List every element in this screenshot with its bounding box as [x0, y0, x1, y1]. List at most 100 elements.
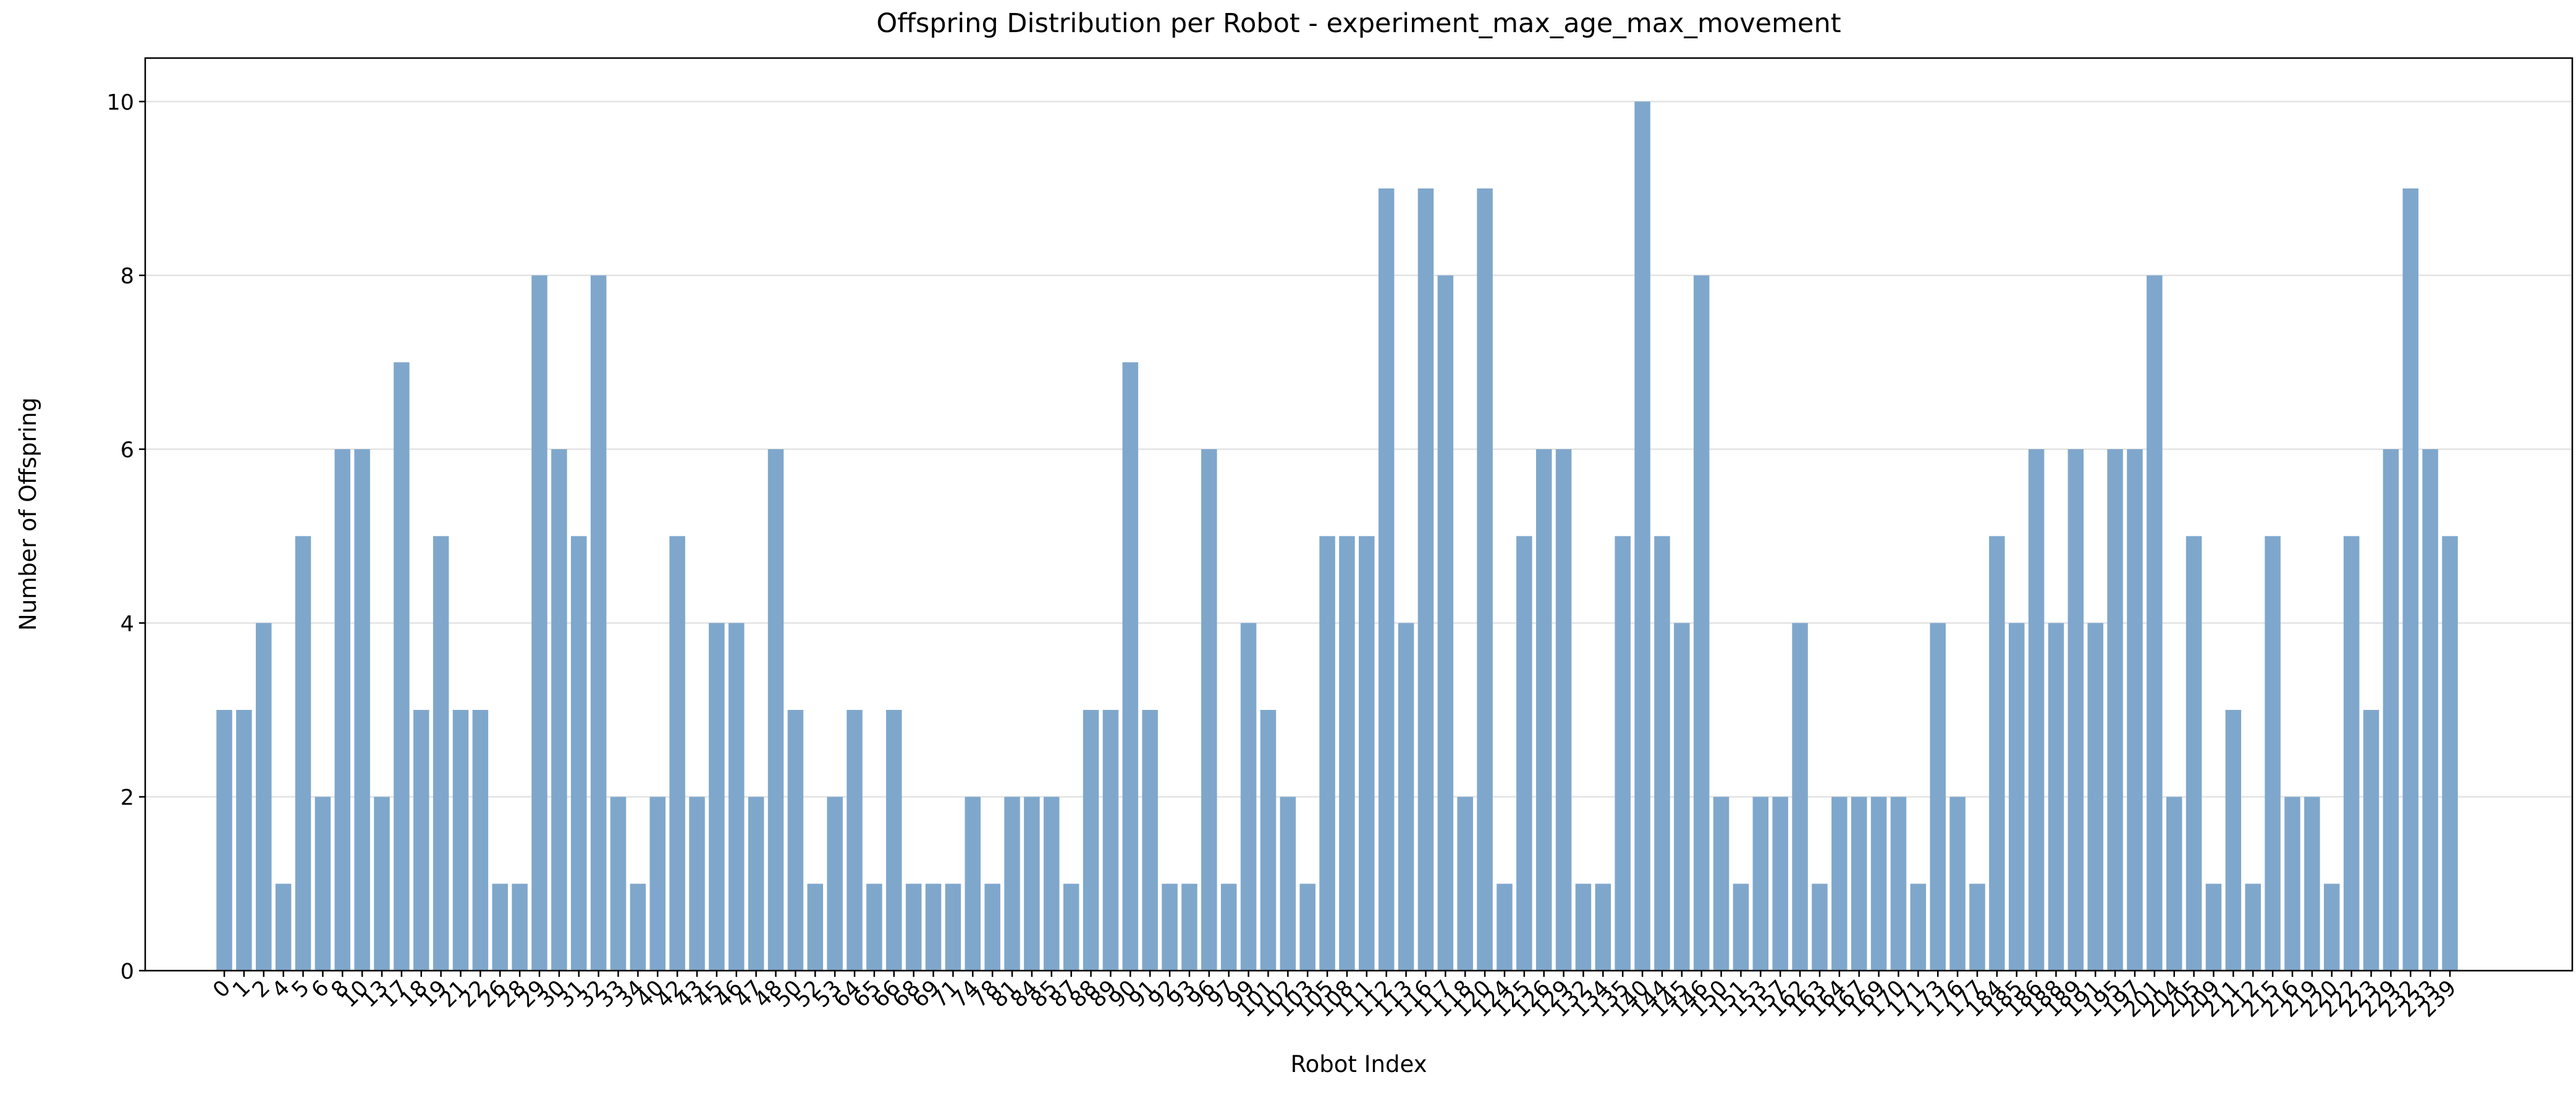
- bar: [866, 884, 882, 971]
- bar: [610, 796, 627, 971]
- bar: [413, 710, 429, 971]
- bar: [1535, 449, 1552, 971]
- bar: [1417, 188, 1434, 971]
- bar: [236, 710, 252, 971]
- bar: [1910, 884, 1927, 971]
- bar: [1004, 796, 1020, 971]
- bar: [1122, 362, 1139, 971]
- bar: [2087, 623, 2103, 971]
- bar: [433, 536, 449, 971]
- bar: [2383, 449, 2399, 971]
- bar: [1240, 623, 1257, 971]
- bar: [1319, 536, 1335, 971]
- bar: [1831, 796, 1848, 971]
- bar: [2442, 536, 2458, 971]
- bar: [2284, 796, 2300, 971]
- bar: [807, 884, 824, 971]
- bar: [1555, 449, 1572, 971]
- bar: [315, 796, 331, 971]
- y-tick-label: 10: [106, 90, 134, 115]
- bar: [1477, 188, 1493, 971]
- bar: [2185, 536, 2202, 971]
- bar: [2028, 449, 2045, 971]
- bar: [2343, 536, 2360, 971]
- bar: [1792, 623, 1808, 971]
- bar: [649, 796, 666, 971]
- y-tick-label: 0: [120, 960, 134, 984]
- bar: [1339, 536, 1355, 971]
- bar: [472, 710, 489, 971]
- bar: [1024, 796, 1040, 971]
- bar: [827, 796, 843, 971]
- bar: [1220, 884, 1237, 971]
- bar: [2323, 884, 2340, 971]
- bar: [492, 884, 509, 971]
- plot-frame: [144, 57, 2574, 972]
- bar: [847, 710, 863, 971]
- bar: [216, 710, 232, 971]
- bar: [1674, 623, 1690, 971]
- bar: [452, 710, 469, 971]
- bar: [2048, 623, 2064, 971]
- bar: [1398, 623, 1414, 971]
- bar: [689, 796, 705, 971]
- bar: [2127, 449, 2143, 971]
- bar: [984, 884, 1000, 971]
- bar: [2067, 449, 2084, 971]
- bar: [1693, 275, 1710, 971]
- bar: [1162, 884, 1178, 971]
- bar: [1280, 796, 1296, 971]
- bar: [531, 275, 547, 971]
- bar: [1772, 796, 1788, 971]
- bar: [1812, 884, 1828, 971]
- bar: [2304, 796, 2320, 971]
- bars: [216, 101, 2458, 971]
- bar: [2225, 710, 2242, 971]
- bar: [1713, 796, 1729, 971]
- bar: [1457, 796, 1473, 971]
- bar: [1378, 188, 1395, 971]
- bar: [2422, 449, 2438, 971]
- bar: [709, 623, 725, 971]
- bar: [1359, 536, 1375, 971]
- bar: [1615, 536, 1631, 971]
- y-tick-label: 4: [120, 612, 134, 636]
- bar: [394, 362, 410, 971]
- bar: [1733, 884, 1749, 971]
- bar: [1083, 710, 1099, 971]
- bar: [374, 796, 390, 971]
- grid: [145, 101, 2572, 972]
- bar: [1142, 710, 1158, 971]
- bar: [1851, 796, 1867, 971]
- bar: [275, 884, 292, 971]
- bar: [1201, 449, 1217, 971]
- bar: [886, 710, 902, 971]
- bar: [571, 536, 587, 971]
- bar: [1299, 884, 1315, 971]
- y-tick-label: 2: [120, 786, 134, 811]
- bar: [256, 623, 272, 971]
- bar: [2245, 884, 2261, 971]
- bar: [1969, 884, 1985, 971]
- bar: [728, 623, 745, 971]
- bar: [767, 449, 784, 971]
- bar: [1595, 884, 1611, 971]
- bar: [1516, 536, 1532, 971]
- bar: [551, 449, 567, 971]
- bar: [1890, 796, 1907, 971]
- bar: [1181, 884, 1197, 971]
- bar: [669, 536, 685, 971]
- bar: [2265, 536, 2281, 971]
- bar: [1102, 710, 1119, 971]
- bar: [1949, 796, 1966, 971]
- bar: [748, 796, 764, 971]
- bar: [1654, 536, 1670, 971]
- bar: [787, 710, 804, 971]
- bar: [1634, 101, 1650, 971]
- bar: [590, 275, 607, 971]
- bar: [2166, 796, 2182, 971]
- bar: [1063, 884, 1079, 971]
- bar: [1575, 884, 1592, 971]
- bar: [1044, 796, 1060, 971]
